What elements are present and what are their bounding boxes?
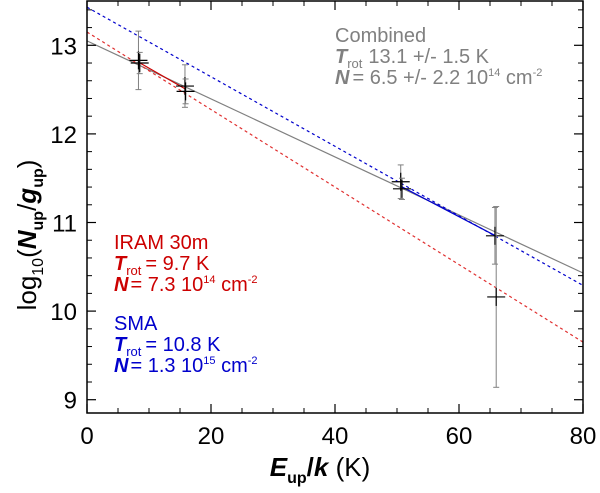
sma-trot-sub: rot — [126, 344, 142, 359]
sma-trot-line: Trot = 10.8 K — [114, 334, 221, 359]
iram-trot-sub: rot — [126, 263, 142, 278]
x-label-slash: / — [307, 452, 314, 482]
data-point — [176, 78, 195, 105]
combined-trot-symbol: T — [335, 46, 349, 68]
iram-trot-symbol: T — [114, 253, 128, 275]
data-point — [487, 206, 506, 388]
data-point — [175, 64, 194, 108]
sma-n-line: N = 1.3 1015 cm-2 — [114, 355, 258, 377]
iram-trot-value: = 9.7 K — [145, 253, 210, 275]
y-label-open-paren: ( — [12, 249, 42, 258]
axis-ticks: 0 20 40 60 80 9 10 11 12 13 — [50, 1, 596, 450]
data-point — [392, 177, 411, 200]
iram-n-line: N = 7.3 1014 cm-2 — [114, 274, 258, 296]
data-point — [485, 206, 504, 265]
combined-trot-line: Trot 13.1 +/- 1.5 K — [335, 46, 490, 71]
x-tick-label: 20 — [198, 423, 225, 450]
data-point — [391, 164, 410, 200]
combined-trot-value: 13.1 +/- 1.5 K — [368, 46, 489, 68]
combined-n-unit-exp: -2 — [533, 67, 543, 79]
y-label-g-sub: up — [30, 168, 47, 188]
y-tick-label: 11 — [52, 211, 77, 238]
combined-n-exp: 14 — [488, 67, 500, 79]
sma-n-symbol: N — [114, 355, 129, 377]
combined-title: Combined — [335, 25, 426, 47]
svg-text:log10(Nup/gup): log10(Nup/gup) — [12, 160, 47, 311]
combined-n-value: = 6.5 +/- 2.2 10 — [352, 67, 488, 89]
x-tick-label: 0 — [80, 423, 93, 450]
sma-n-value: = 1.3 10 — [130, 355, 203, 377]
data-points — [129, 30, 506, 388]
iram-annotation: IRAM 30m Trot = 9.7 K N = 7.3 1014 cm-2 — [114, 232, 258, 296]
y-tick-label: 10 — [50, 299, 77, 326]
x-label-unit: (K) — [328, 452, 370, 482]
fit-line-sma-segment — [400, 185, 496, 237]
x-label-e: E — [270, 452, 288, 482]
y-label-log: log — [12, 276, 42, 311]
y-label-slash: / — [12, 203, 42, 211]
iram-n-exp: 14 — [203, 274, 215, 286]
fit-line-iram-30m — [87, 31, 583, 343]
y-label-n-sub: up — [30, 211, 47, 231]
y-label-n: N — [12, 229, 42, 249]
y-label-log-sub: 10 — [30, 258, 47, 276]
x-tick-label: 60 — [446, 423, 473, 450]
combined-n-symbol: N — [335, 67, 350, 89]
iram-title: IRAM 30m — [114, 232, 208, 254]
fit-line-iram-30m-segment — [138, 61, 186, 90]
sma-trot-symbol: T — [114, 334, 128, 356]
iram-trot-line: Trot = 9.7 K — [114, 253, 210, 278]
fit-lines — [87, 6, 583, 343]
y-tick-label: 9 — [64, 388, 77, 415]
sma-title: SMA — [114, 313, 158, 335]
sma-n-exp: 15 — [203, 355, 215, 367]
plot-frame — [86, 0, 584, 414]
combined-annotation: Combined Trot 13.1 +/- 1.5 K N = 6.5 +/- 2… — [335, 25, 542, 89]
iram-n-unit: cm — [216, 274, 248, 296]
y-axis-label: log10(Nup/gup) — [12, 160, 47, 311]
y-tick-label: 13 — [50, 33, 77, 60]
fit-line-sma — [87, 6, 583, 286]
combined-n-line: N = 6.5 +/- 2.2 1014 cm-2 — [335, 67, 542, 89]
x-tick-label: 40 — [322, 423, 349, 450]
iram-n-symbol: N — [114, 274, 129, 296]
combined-trot-sub: rot — [347, 56, 363, 71]
sma-trot-value: = 10.8 K — [145, 334, 221, 356]
y-label-close-paren: ) — [12, 160, 42, 169]
iram-n-value: = 7.3 10 — [130, 274, 203, 296]
x-axis-label: Eup/k (K) — [270, 452, 370, 487]
sma-n-unit: cm — [216, 355, 248, 377]
y-label-g: g — [12, 188, 42, 205]
x-label-k: k — [314, 452, 330, 482]
data-point — [129, 30, 148, 91]
combined-n-unit: cm — [500, 67, 532, 89]
data-point — [130, 51, 149, 75]
sma-annotation: SMA Trot = 10.8 K N = 1.3 1015 cm-2 — [114, 313, 258, 377]
iram-n-unit-exp: -2 — [248, 274, 258, 286]
x-tick-label: 80 — [570, 423, 597, 450]
y-tick-label: 12 — [50, 122, 77, 149]
sma-n-unit-exp: -2 — [248, 355, 258, 367]
x-label-e-sub: up — [287, 470, 307, 487]
